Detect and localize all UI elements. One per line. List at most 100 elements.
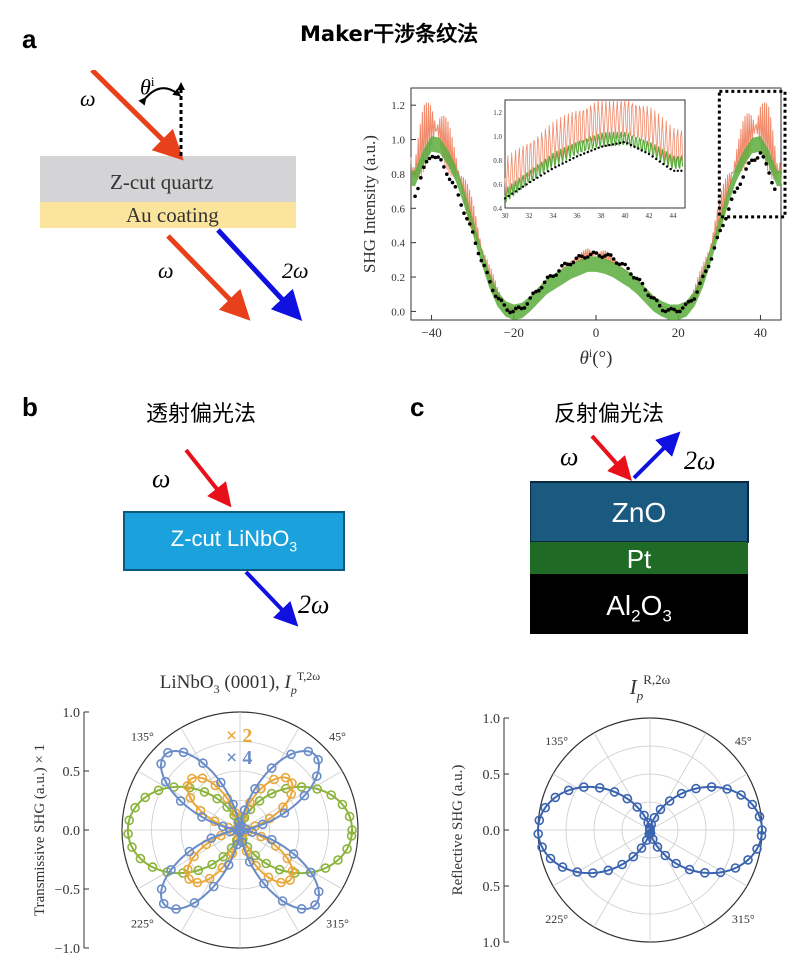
panel-c-letter: c bbox=[410, 392, 425, 422]
data-point bbox=[557, 269, 561, 273]
data-point bbox=[502, 303, 507, 307]
polar-data-point bbox=[263, 872, 274, 883]
inset-data-point bbox=[608, 143, 611, 147]
polar-y-tick-label: −0.5 bbox=[55, 883, 80, 898]
data-point bbox=[747, 161, 751, 165]
two-omega-label-b: 2ω bbox=[298, 590, 330, 619]
polar-data-point bbox=[218, 821, 228, 832]
data-point bbox=[767, 171, 771, 175]
polar-data-point bbox=[299, 790, 310, 801]
data-point bbox=[655, 298, 659, 303]
inset-x-tick-label: 32 bbox=[526, 212, 534, 220]
polar-y-tick-label: 1.0 bbox=[483, 712, 501, 727]
polar-data-point bbox=[306, 867, 316, 878]
data-point bbox=[476, 251, 481, 256]
polar-data-point bbox=[344, 811, 355, 822]
data-point bbox=[568, 262, 573, 267]
data-point bbox=[698, 281, 702, 285]
data-point bbox=[459, 203, 463, 207]
polar-data-point bbox=[197, 812, 207, 822]
polar-data-point bbox=[184, 874, 194, 884]
data-point bbox=[701, 274, 705, 279]
polar-angle-label: 315° bbox=[326, 916, 349, 930]
multiplier-label: × 2 bbox=[226, 725, 252, 747]
data-point bbox=[450, 180, 455, 185]
inset-y-tick-label: 1.0 bbox=[493, 133, 502, 141]
polar-data-point bbox=[533, 829, 543, 839]
polar-data-point bbox=[572, 867, 583, 877]
polar-data-point bbox=[182, 781, 193, 791]
data-point bbox=[675, 309, 679, 314]
inset-data-point bbox=[561, 162, 564, 165]
data-point bbox=[537, 288, 541, 293]
polar-data-point bbox=[660, 850, 671, 861]
polar-data-point bbox=[648, 834, 658, 844]
data-point bbox=[491, 288, 495, 293]
polar-data-point bbox=[752, 844, 762, 854]
data-point bbox=[433, 155, 438, 160]
inset-data-point bbox=[640, 149, 643, 152]
polar-data-point bbox=[123, 829, 133, 839]
polar-y-tick-label: 1.0 bbox=[483, 936, 501, 951]
al-text: Al bbox=[606, 590, 632, 621]
panel-c-title: 反射偏光法 bbox=[554, 402, 665, 427]
data-point bbox=[453, 185, 458, 189]
x-axis-label: θi(°) bbox=[580, 346, 613, 369]
data-point bbox=[727, 207, 731, 211]
inset-data-point bbox=[568, 158, 571, 162]
inset-y-tick-label: 0.4 bbox=[493, 205, 502, 213]
data-point bbox=[669, 306, 673, 311]
polar-data-point bbox=[189, 898, 200, 908]
polar-data-point bbox=[540, 802, 550, 813]
polar-data-point bbox=[236, 825, 246, 835]
data-point bbox=[534, 289, 538, 294]
inset-data-point bbox=[575, 155, 579, 158]
data-point bbox=[447, 177, 452, 182]
inset-x-tick-label: 36 bbox=[574, 212, 582, 220]
data-point bbox=[493, 294, 498, 299]
input-beam bbox=[90, 70, 184, 161]
linbo3-subscript: 3 bbox=[289, 538, 298, 555]
data-point bbox=[689, 299, 694, 303]
data-point bbox=[594, 251, 599, 255]
data-point bbox=[617, 262, 622, 267]
polar-data-point bbox=[579, 782, 589, 792]
polar-data-point bbox=[699, 868, 710, 878]
inset-data-point bbox=[543, 172, 546, 175]
polar-data-point bbox=[722, 784, 732, 794]
data-point bbox=[488, 280, 492, 284]
data-point bbox=[591, 250, 596, 255]
inset-data-point bbox=[514, 190, 517, 193]
inset-orange-line bbox=[504, 99, 683, 201]
polar-data-point bbox=[206, 833, 217, 843]
polar-data-point bbox=[622, 793, 633, 804]
data-point bbox=[545, 275, 550, 280]
inset-data-point bbox=[521, 185, 525, 188]
inset-data-point bbox=[536, 176, 539, 179]
inset-data-point bbox=[665, 165, 669, 168]
polar-data-point bbox=[639, 810, 649, 821]
zoom-highlight-box bbox=[717, 89, 787, 219]
fundamental-out-beam bbox=[166, 234, 251, 321]
theta-superscript: i bbox=[150, 74, 155, 89]
polar-data-point bbox=[641, 835, 652, 845]
data-point bbox=[721, 223, 725, 228]
polar-data-point bbox=[185, 793, 196, 803]
quartz-label: Z-cut quartz bbox=[110, 170, 214, 194]
inset-data-point bbox=[680, 169, 683, 172]
polar-data-point bbox=[212, 793, 222, 804]
data-point bbox=[531, 291, 535, 295]
y-tick-label: 1.0 bbox=[391, 135, 405, 147]
data-point bbox=[482, 263, 486, 268]
polar-data-point bbox=[282, 853, 293, 864]
data-point bbox=[683, 302, 688, 307]
data-point bbox=[603, 254, 607, 258]
data-point bbox=[465, 216, 469, 221]
polar-data-point bbox=[266, 788, 277, 799]
x-tick-label: 40 bbox=[754, 325, 767, 340]
polar-data-point bbox=[743, 855, 753, 865]
x-tick-label: 20 bbox=[672, 325, 685, 340]
polar-data-point bbox=[276, 877, 286, 888]
data-point bbox=[456, 193, 461, 197]
polar-data-point bbox=[645, 828, 656, 839]
